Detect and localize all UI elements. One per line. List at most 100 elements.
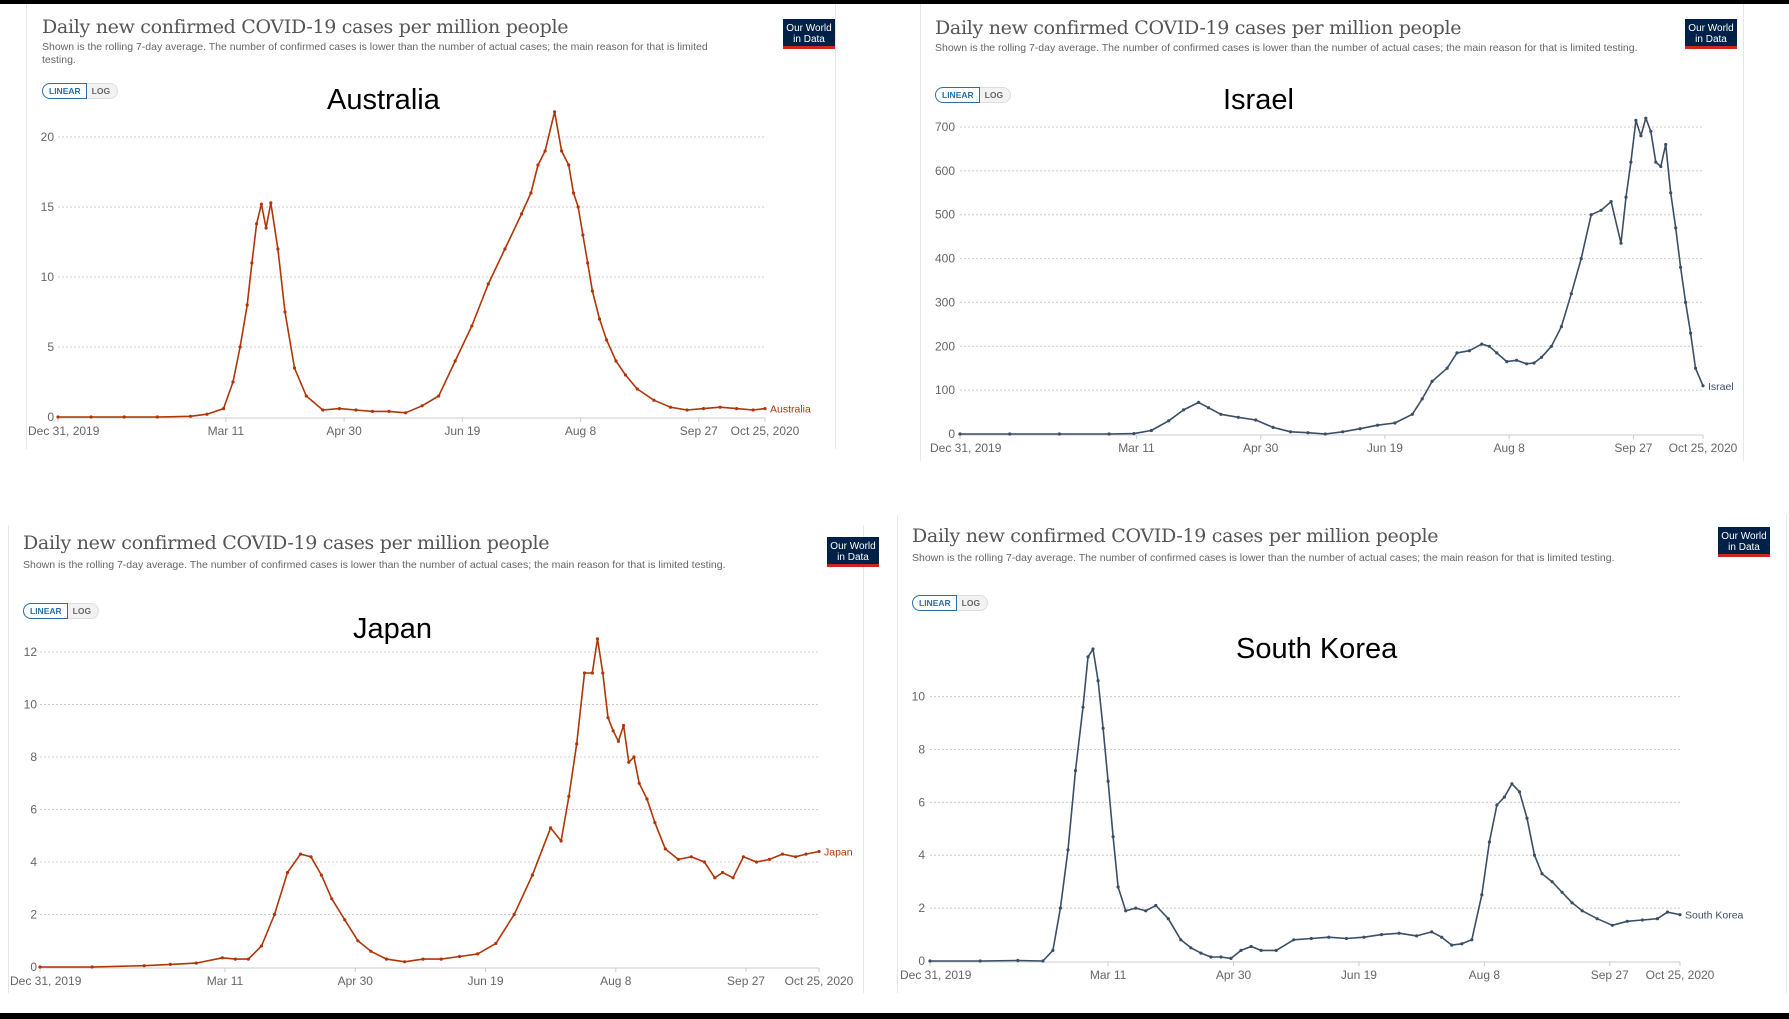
data-point xyxy=(567,794,571,799)
logo-text-2: in Data xyxy=(1695,34,1727,45)
data-point xyxy=(1327,935,1331,939)
y-tick-label: 6 xyxy=(30,803,37,817)
data-point xyxy=(1624,195,1628,199)
data-point xyxy=(1008,432,1012,436)
log-button[interactable]: LOG xyxy=(956,595,989,611)
data-point xyxy=(122,415,126,419)
data-point xyxy=(221,407,226,411)
data-point xyxy=(1016,958,1020,963)
y-tick-label: 0 xyxy=(948,427,955,441)
data-point xyxy=(1144,909,1148,913)
data-point xyxy=(958,432,962,436)
data-point xyxy=(1644,116,1648,120)
data-point xyxy=(1106,779,1110,783)
data-point xyxy=(1107,432,1111,436)
log-button[interactable]: LOG xyxy=(67,603,100,619)
data-point xyxy=(90,965,94,969)
linear-button[interactable]: LINEAR xyxy=(935,87,980,103)
log-button[interactable]: LOG xyxy=(979,87,1012,103)
chart-subtitle: Shown is the rolling 7-day average. The … xyxy=(42,41,708,66)
data-point xyxy=(611,729,615,733)
data-point xyxy=(1309,936,1313,941)
data-point xyxy=(1167,419,1171,423)
data-point xyxy=(1341,430,1345,434)
data-point xyxy=(549,826,553,830)
logo-text-2: in Data xyxy=(793,34,825,45)
data-point xyxy=(1549,344,1553,348)
y-tick-label: 8 xyxy=(30,750,37,764)
data-point xyxy=(1362,935,1366,939)
logo-text-1: Our World xyxy=(1721,531,1767,542)
data-point xyxy=(233,957,237,961)
y-tick-label: 10 xyxy=(41,270,55,284)
linear-button[interactable]: LINEAR xyxy=(912,595,957,611)
data-point xyxy=(354,408,358,412)
data-point xyxy=(1679,265,1683,269)
data-point xyxy=(1101,726,1105,730)
data-point xyxy=(519,212,524,216)
data-point xyxy=(763,407,767,411)
data-point xyxy=(1654,160,1658,164)
owid-logo: Our World in Data xyxy=(1718,527,1770,557)
data-point xyxy=(614,359,618,363)
data-point xyxy=(616,739,621,743)
data-point xyxy=(231,380,235,384)
top-border xyxy=(0,0,1789,4)
data-point xyxy=(1550,880,1554,884)
data-point xyxy=(606,716,610,720)
data-point xyxy=(1379,933,1384,937)
data-point xyxy=(1292,938,1296,942)
data-point xyxy=(1149,428,1153,433)
x-tick-label: Dec 31, 2019 xyxy=(28,424,100,438)
data-point xyxy=(264,226,268,230)
data-point xyxy=(246,957,250,961)
data-point xyxy=(285,870,290,875)
y-tick-label: 600 xyxy=(935,164,955,178)
data-point xyxy=(751,408,755,412)
x-tick-label: Jun 19 xyxy=(467,974,503,988)
linear-button[interactable]: LINEAR xyxy=(23,603,68,619)
data-point xyxy=(586,261,590,265)
bottom-border xyxy=(0,1013,1789,1019)
data-point xyxy=(309,855,313,859)
data-point xyxy=(1132,432,1136,436)
data-point xyxy=(663,847,667,851)
country-heading: Australia xyxy=(327,84,440,116)
data-point xyxy=(319,873,323,877)
linear-button[interactable]: LINEAR xyxy=(42,83,87,99)
data-point xyxy=(142,964,146,968)
y-tick-label: 12 xyxy=(24,645,38,659)
data-point xyxy=(1306,431,1310,435)
data-point xyxy=(635,387,639,391)
logo-text-2: in Data xyxy=(837,552,869,563)
log-button[interactable]: LOG xyxy=(86,83,119,99)
data-point xyxy=(1288,430,1293,434)
data-point xyxy=(1073,769,1078,773)
data-point xyxy=(1197,400,1201,404)
data-point xyxy=(1274,948,1278,953)
data-point xyxy=(1166,917,1170,921)
data-point xyxy=(1539,355,1544,359)
x-tick-label: Oct 25, 2020 xyxy=(1646,968,1715,982)
scale-toggle: LINEAR LOG xyxy=(42,83,119,99)
data-point xyxy=(1450,943,1454,947)
data-point xyxy=(689,855,693,859)
x-tick-label: Dec 31, 2019 xyxy=(930,441,1002,455)
data-point xyxy=(1649,129,1653,133)
data-point xyxy=(205,412,209,416)
data-point xyxy=(370,409,375,413)
data-point xyxy=(1323,432,1327,436)
data-point xyxy=(1271,425,1275,429)
data-point xyxy=(298,852,303,856)
data-point xyxy=(404,411,408,415)
data-point xyxy=(1560,890,1564,894)
data-point xyxy=(754,860,759,864)
data-point xyxy=(529,191,533,195)
data-point xyxy=(741,855,746,859)
data-point xyxy=(387,409,391,413)
data-point xyxy=(1701,384,1705,388)
y-tick-label: 10 xyxy=(912,690,926,704)
data-point xyxy=(259,202,263,206)
data-point xyxy=(1655,917,1659,921)
data-point xyxy=(220,956,224,960)
